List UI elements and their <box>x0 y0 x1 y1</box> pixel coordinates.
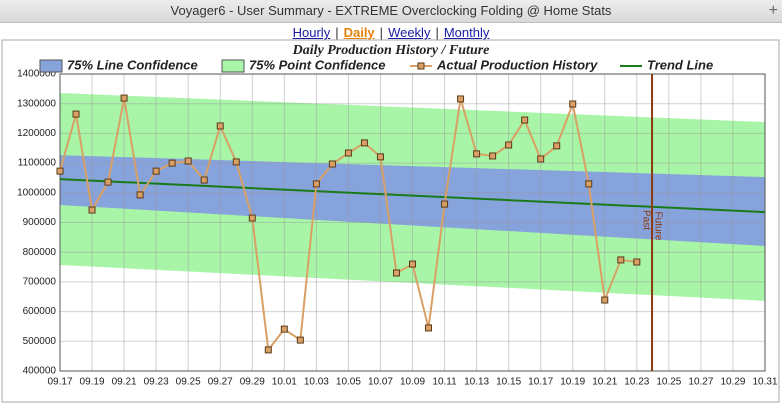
y-tick-label: 1400000 <box>17 69 56 80</box>
x-tick-label: 10.09 <box>400 377 425 388</box>
x-tick-label: 10.03 <box>304 377 329 388</box>
x-tick-label: 09.21 <box>112 377 137 388</box>
trend-line <box>59 178 766 214</box>
data-point <box>521 116 529 124</box>
data-point <box>104 178 112 186</box>
x-tick-label: 10.15 <box>496 377 521 388</box>
data-point <box>441 200 449 208</box>
data-point <box>392 269 400 277</box>
x-tick-label: 10.21 <box>592 377 617 388</box>
data-point <box>585 180 593 188</box>
x-tick-label: 10.19 <box>560 377 585 388</box>
y-tick-label: 1200000 <box>17 128 56 139</box>
y-tick-label: 800000 <box>23 247 57 258</box>
x-tick-label: 10.11 <box>432 377 457 388</box>
legend-label: 75% Line Confidence <box>67 57 198 72</box>
plot-border <box>59 73 766 372</box>
divider-label: Past <box>640 210 651 230</box>
data-point <box>248 214 256 222</box>
data-point <box>184 157 192 165</box>
data-point <box>120 94 128 102</box>
data-point <box>617 256 625 264</box>
y-tick-label: 700000 <box>23 277 57 288</box>
data-point <box>264 346 272 354</box>
data-point <box>344 149 352 157</box>
y-tick-label: 1000000 <box>17 187 56 198</box>
data-point <box>409 260 416 268</box>
nav-separator: | <box>435 25 439 40</box>
nav-separator: | <box>379 25 384 40</box>
nav-link[interactable]: Daily <box>343 25 375 40</box>
data-point <box>168 159 176 167</box>
data-point <box>232 158 240 166</box>
data-point <box>56 167 64 175</box>
divider-label: Future <box>652 212 663 241</box>
x-tick-label: 09.23 <box>144 377 169 388</box>
x-tick-label: 09.17 <box>47 377 72 388</box>
x-tick-label: 10.27 <box>688 377 713 388</box>
y-tick-label: 900000 <box>23 217 57 228</box>
window-title-bar: Voyager6 - User Summary - EXTREME Overcl… <box>0 0 782 23</box>
chart-title: Daily Production History / Future <box>292 43 490 58</box>
y-tick-label: 1100000 <box>18 158 57 169</box>
data-point <box>296 336 304 344</box>
data-point <box>601 296 609 304</box>
data-point <box>360 139 368 147</box>
x-tick-label: 09.29 <box>240 377 265 388</box>
data-point <box>72 110 80 118</box>
data-point <box>200 176 208 184</box>
x-tick-label: 10.23 <box>624 377 649 388</box>
nav-link[interactable]: Weekly <box>388 25 431 40</box>
x-tick-label: 09.25 <box>176 377 201 388</box>
data-point <box>457 95 465 103</box>
x-tick-label: 09.27 <box>208 377 233 388</box>
legend-marker <box>417 62 425 70</box>
x-tick-label: 09.19 <box>80 377 105 388</box>
y-tick-label: 400000 <box>23 366 57 377</box>
data-point <box>216 122 224 130</box>
nav-bar: Hourly | Daily | Weekly | Monthly <box>0 25 782 40</box>
legend-label: 75% Point Confidence <box>249 57 386 72</box>
legend-swatch <box>39 59 63 73</box>
x-tick-label: 10.25 <box>656 377 681 388</box>
data-point <box>280 325 288 333</box>
legend-label: Trend Line <box>647 57 713 72</box>
confidence-band <box>60 155 765 246</box>
data-point <box>553 142 561 150</box>
new-tab-button[interactable]: + <box>768 2 778 19</box>
x-tick-label: 10.29 <box>720 377 745 388</box>
data-point <box>136 191 144 199</box>
data-point <box>152 167 160 175</box>
x-tick-label: 10.01 <box>272 377 297 388</box>
data-point <box>537 155 545 163</box>
nav-link[interactable]: Hourly <box>292 25 331 40</box>
x-tick-label: 10.17 <box>528 377 553 388</box>
x-tick-label: 10.05 <box>336 377 361 388</box>
x-tick-label: 10.13 <box>464 377 489 388</box>
data-point <box>328 160 336 168</box>
data-point <box>88 206 96 214</box>
x-tick-label: 10.07 <box>368 377 393 388</box>
y-tick-label: 600000 <box>23 306 57 317</box>
y-tick-label: 500000 <box>23 336 57 347</box>
legend-label: Actual Production History <box>436 57 598 72</box>
y-tick-label: 1300000 <box>17 98 56 109</box>
nav-link[interactable]: Monthly <box>443 25 490 40</box>
data-point <box>425 324 433 332</box>
data-point <box>505 141 513 149</box>
nav-separator: | <box>335 25 339 40</box>
data-point <box>633 258 641 266</box>
x-tick-label: 10.31 <box>752 377 777 388</box>
data-point <box>489 152 497 160</box>
data-point <box>569 100 577 108</box>
legend-swatch <box>221 59 245 73</box>
data-point <box>312 180 320 188</box>
data-point <box>376 153 384 161</box>
window-title: Voyager6 - User Summary - EXTREME Overcl… <box>170 3 612 18</box>
data-point <box>473 150 481 158</box>
